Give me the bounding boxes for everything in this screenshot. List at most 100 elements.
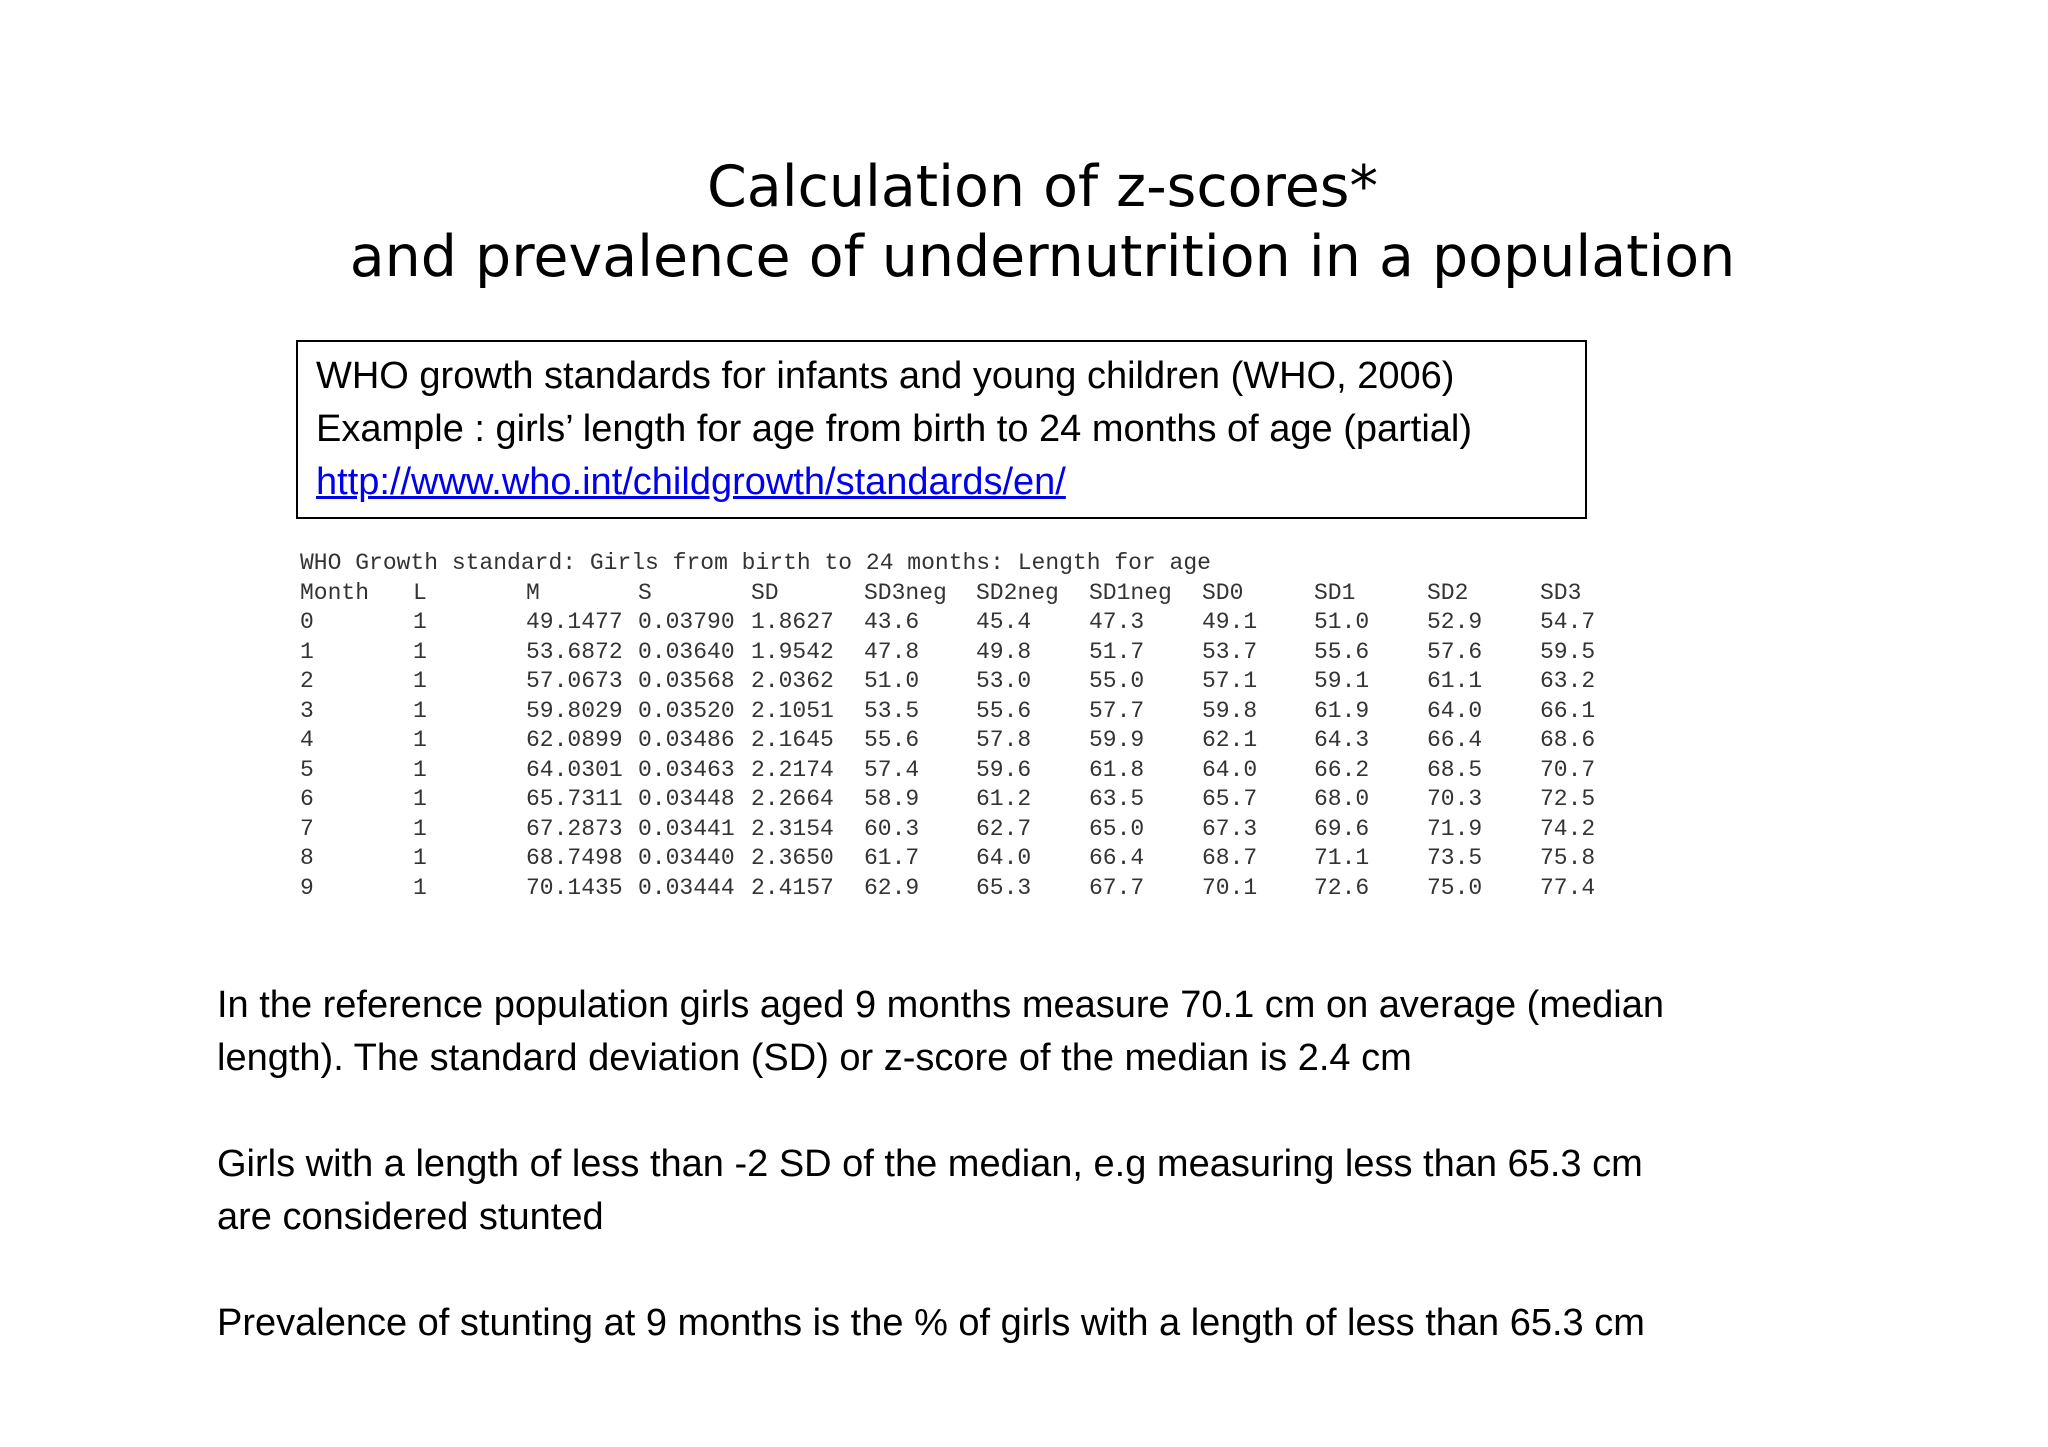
- table-cell: 61.8: [1089, 756, 1145, 783]
- table-cell: 64.0: [976, 845, 1032, 871]
- table-cell: 68.7498: [526, 845, 623, 871]
- table-cell: 7: [300, 815, 314, 842]
- table-cell: 1.8627: [751, 609, 834, 635]
- table-cell: 55.6: [1314, 638, 1370, 665]
- table-cell: 2.1645: [751, 727, 834, 753]
- table-cell: 0.03640: [638, 638, 735, 665]
- table-cell: 67.7: [1089, 874, 1145, 901]
- table-cell: 0.03520: [638, 697, 735, 724]
- table-cell: 59.6: [976, 756, 1032, 783]
- table-cell: 64.0301: [526, 756, 623, 783]
- column-header: SD2neg: [976, 579, 1059, 606]
- table-cell: 64.0: [1427, 697, 1483, 724]
- table-cell: 2.1051: [751, 697, 834, 724]
- table-cell: 59.8029: [526, 697, 623, 724]
- table-cell: 70.3: [1427, 786, 1483, 812]
- table-cell: 64.0: [1202, 756, 1258, 783]
- table-cell: 72.6: [1314, 874, 1370, 901]
- table-row: 3 1 59.8029 0.03520 2.1051 53.5 55.6 57.7 59.8 61…: [300, 697, 1600, 727]
- table-cell: 57.7: [1089, 697, 1145, 724]
- table-cell: 66.2: [1314, 756, 1370, 783]
- table-cell: 6: [300, 786, 314, 812]
- table-cell: 1: [413, 815, 427, 842]
- table-cell: 0.03568: [638, 668, 735, 694]
- table-cell: 49.1: [1202, 609, 1258, 635]
- table-cell: 52.9: [1427, 609, 1483, 635]
- table-cell: 66.1: [1540, 697, 1596, 724]
- table-cell: 73.5: [1427, 845, 1483, 871]
- paragraph-stunted: Girls with a length of less than -2 SD o…: [217, 1138, 1817, 1244]
- table-cell: 0.03486: [638, 727, 735, 753]
- table-cell: 62.0899: [526, 727, 623, 753]
- column-header: SD: [751, 579, 779, 606]
- table-cell: 47.8: [864, 638, 920, 665]
- table-cell: 70.1435: [526, 874, 623, 901]
- table-cell: 70.1: [1202, 874, 1258, 901]
- table-cell: 68.6: [1540, 727, 1596, 753]
- table-cell: 67.2873: [526, 815, 623, 842]
- table-cell: 2.3650: [751, 845, 834, 871]
- table-cell: 59.8: [1202, 697, 1258, 724]
- table-cell: 74.2: [1540, 815, 1596, 842]
- paragraph-median: In the reference population girls aged 9…: [217, 979, 1817, 1085]
- table-row: 4 1 62.0899 0.03486 2.1645 55.6 57.8 59.9 62.1 64…: [300, 726, 1600, 756]
- table-cell: 68.0: [1314, 786, 1370, 812]
- table-cell: 61.9: [1314, 697, 1370, 724]
- table-cell: 2.2174: [751, 756, 834, 783]
- table-cell: 1: [413, 638, 427, 665]
- table-cell: 62.1: [1202, 727, 1258, 753]
- table-row: 8 1 68.7498 0.03440 2.3650 61.7 64.0 66.4 68.7 71…: [300, 844, 1600, 874]
- table-cell: 59.9: [1089, 727, 1145, 753]
- table-cell: 2.3154: [751, 815, 834, 842]
- table-cell: 57.4: [864, 756, 920, 783]
- table-cell: 65.7311: [526, 786, 623, 812]
- table-cell: 5: [300, 756, 314, 783]
- table-cell: 9: [300, 874, 314, 901]
- paragraph-median-line-2: length). The standard deviation (SD) or …: [217, 1037, 1412, 1079]
- table-cell: 71.1: [1314, 845, 1370, 871]
- table-cell: 47.3: [1089, 609, 1145, 635]
- column-header: S: [638, 579, 652, 606]
- table-cell: 0.03441: [638, 815, 735, 842]
- table-row: 1 1 53.6872 0.03640 1.9542 47.8 49.8 51.7 53.7 55…: [300, 638, 1600, 668]
- table-cell: 0.03463: [638, 756, 735, 783]
- table-cell: 77.4: [1540, 874, 1596, 901]
- who-standards-link[interactable]: http://www.who.int/childgrowth/standards…: [316, 461, 1066, 503]
- table-cell: 75.0: [1427, 874, 1483, 901]
- table-cell: 57.6: [1427, 638, 1483, 665]
- table-cell: 54.7: [1540, 609, 1596, 635]
- table-cell: 62.7: [976, 815, 1032, 842]
- table-cell: 1: [300, 638, 314, 665]
- table-cell: 49.8: [976, 638, 1032, 665]
- table-cell: 51.7: [1089, 638, 1145, 665]
- table-cell: 66.4: [1427, 727, 1483, 753]
- table-cell: 57.1: [1202, 668, 1258, 694]
- table-cell: 51.0: [864, 668, 920, 694]
- table-cell: 1: [413, 874, 427, 901]
- table-cell: 53.0: [976, 668, 1032, 694]
- table-cell: 67.3: [1202, 815, 1258, 842]
- source-box: WHO growth standards for infants and you…: [296, 340, 1587, 519]
- table-cell: 3: [300, 697, 314, 724]
- table-cell: 1: [413, 697, 427, 724]
- table-cell: 2: [300, 668, 314, 694]
- table-cell: 1: [413, 668, 427, 694]
- table-cell: 72.5: [1540, 786, 1596, 812]
- table-cell: 58.9: [864, 786, 920, 812]
- table-cell: 1: [413, 786, 427, 812]
- who-growth-table: WHO Growth standard: Girls from birth to…: [300, 549, 1600, 903]
- paragraph-prevalence: Prevalence of stunting at 9 months is th…: [217, 1297, 1817, 1350]
- table-cell: 2.4157: [751, 874, 834, 901]
- table-cell: 71.9: [1427, 815, 1483, 842]
- table-row: 0 1 49.1477 0.03790 1.8627 43.6 45.4 47.3 49.1 51…: [300, 608, 1600, 638]
- table-cell: 43.6: [864, 609, 920, 635]
- table-cell: 68.7: [1202, 845, 1258, 871]
- table-cell: 55.6: [864, 727, 920, 753]
- table-cell: 59.1: [1314, 668, 1370, 694]
- table-cell: 62.9: [864, 874, 920, 901]
- table-row: 9 1 70.1435 0.03444 2.4157 62.9 65.3 67.7 70.1 72…: [300, 874, 1600, 904]
- table-row: 7 1 67.2873 0.03441 2.3154 60.3 62.7 65.0 67.3 69…: [300, 815, 1600, 845]
- table-cell: 63.2: [1540, 668, 1596, 694]
- table-cell: 70.7: [1540, 756, 1596, 783]
